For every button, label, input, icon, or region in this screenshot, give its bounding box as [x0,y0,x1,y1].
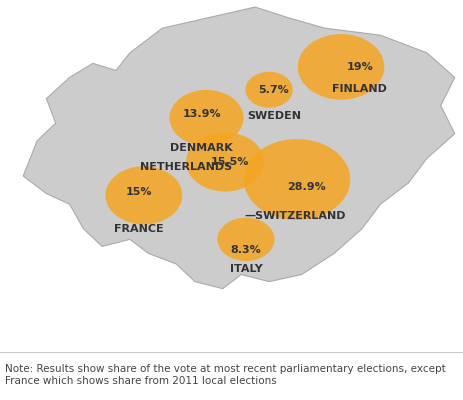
Text: 19%: 19% [345,62,372,72]
Text: 5.7%: 5.7% [258,85,288,95]
Text: 8.3%: 8.3% [230,245,261,255]
Text: 28.9%: 28.9% [286,182,325,192]
Circle shape [297,34,383,100]
Text: Note: Results show share of the vote at most recent parliamentary elections, exc: Note: Results show share of the vote at … [5,364,444,386]
Circle shape [245,72,292,108]
Circle shape [186,132,263,192]
Text: 15.5%: 15.5% [210,157,248,167]
Text: FINLAND: FINLAND [332,84,386,94]
Text: NETHERLANDS: NETHERLANDS [139,162,231,172]
Circle shape [169,90,243,146]
Text: —SWITZERLAND: —SWITZERLAND [244,211,344,221]
Text: 13.9%: 13.9% [182,109,221,119]
Circle shape [243,139,350,220]
Text: 15%: 15% [125,187,152,197]
Text: SWEDEN: SWEDEN [246,111,300,121]
Text: FRANCE: FRANCE [114,224,163,234]
Polygon shape [23,7,454,289]
Circle shape [105,166,182,224]
Circle shape [217,218,274,261]
Text: DENMARK: DENMARK [170,142,233,152]
Text: ITALY: ITALY [229,264,262,274]
